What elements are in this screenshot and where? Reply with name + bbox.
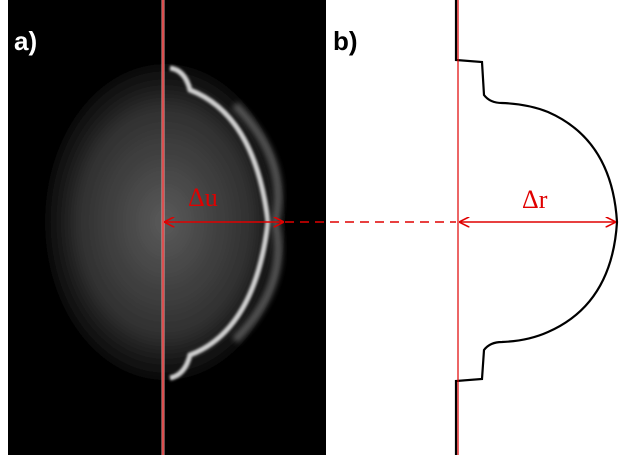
panel-a: a) Δu [8,0,326,455]
delta-u-label: Δu [188,183,218,212]
panel-label: b) [333,26,358,56]
panel-label: a) [14,26,37,56]
page: a) Δu b) Δr (() => { const data = JSON.p… [0,0,619,455]
figure: a) Δu b) Δr [0,0,619,455]
panel-b: b) Δr [333,0,617,455]
delta-r-label: Δr [522,185,548,214]
profile [456,0,617,455]
